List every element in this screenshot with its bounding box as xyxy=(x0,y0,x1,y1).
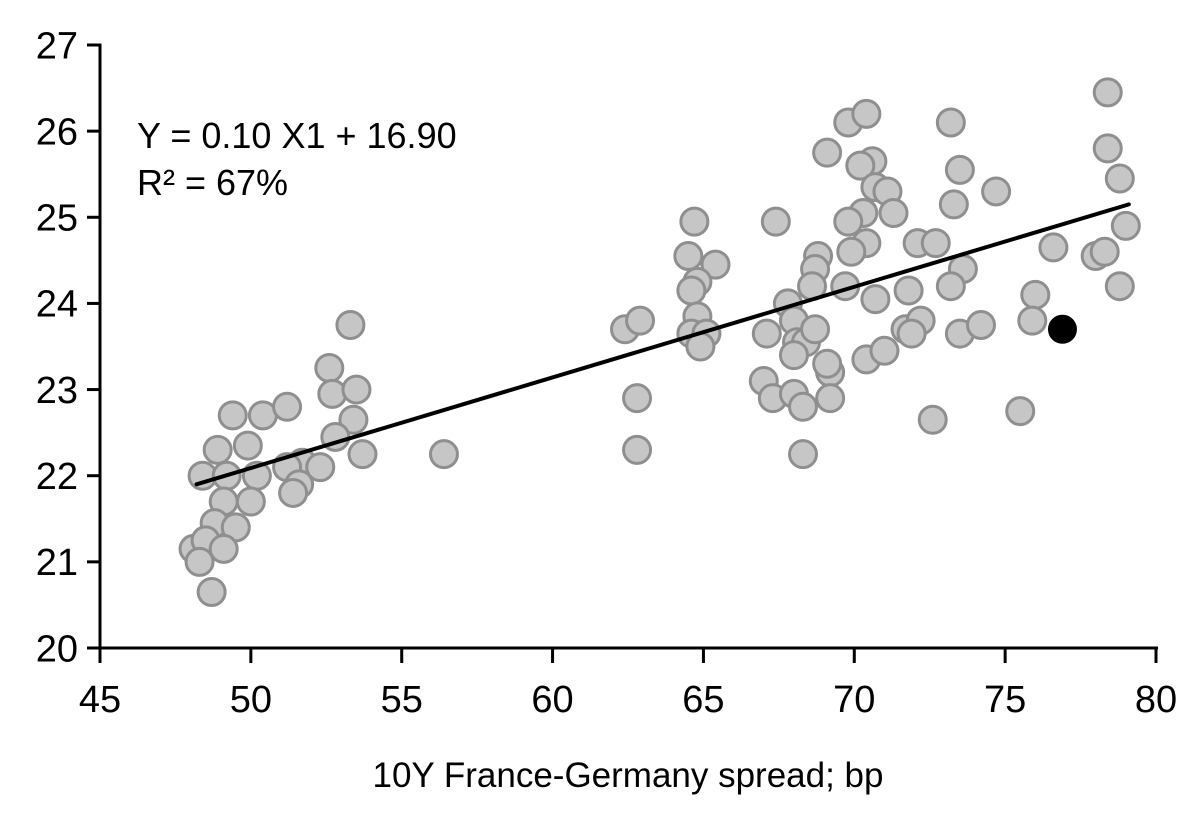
data-point xyxy=(896,318,927,349)
r-squared-label: R² = 67% xyxy=(137,162,289,203)
data-point xyxy=(676,275,707,306)
data-point xyxy=(625,305,656,336)
x-tick-label: 45 xyxy=(79,679,121,721)
data-point xyxy=(935,107,966,138)
data-point xyxy=(278,477,309,508)
data-point xyxy=(938,189,969,220)
data-point xyxy=(622,434,653,465)
data-point xyxy=(878,197,909,228)
x-tick-label: 65 xyxy=(682,679,724,721)
y-tick-label: 20 xyxy=(36,628,78,670)
data-point xyxy=(869,335,900,366)
data-point xyxy=(341,374,372,405)
data-point xyxy=(1104,163,1135,194)
y-tick-label: 24 xyxy=(36,284,78,326)
data-point xyxy=(208,533,239,564)
x-tick-label: 75 xyxy=(984,679,1026,721)
y-tick-label: 26 xyxy=(36,111,78,153)
data-point xyxy=(305,452,336,483)
y-tick-label: 22 xyxy=(36,456,78,498)
data-point xyxy=(1110,210,1141,241)
data-point xyxy=(944,154,975,185)
data-point xyxy=(1038,232,1069,263)
data-point xyxy=(851,98,882,129)
x-tick-label: 55 xyxy=(381,679,423,721)
data-point xyxy=(860,284,891,315)
y-tick-label: 27 xyxy=(36,25,78,67)
x-tick-label: 80 xyxy=(1135,679,1177,721)
data-point xyxy=(1092,77,1123,108)
data-point xyxy=(428,439,459,470)
data-point xyxy=(836,236,867,267)
y-tick-label: 21 xyxy=(36,542,78,584)
data-point xyxy=(966,309,997,340)
data-point xyxy=(812,137,843,168)
y-tick-label: 25 xyxy=(36,198,78,240)
data-point xyxy=(751,318,782,349)
data-point xyxy=(184,546,215,577)
data-point xyxy=(673,241,704,272)
data-point xyxy=(815,383,846,414)
x-axis-title: 10Y France-Germany spread; bp xyxy=(372,756,884,795)
data-point xyxy=(778,340,809,371)
x-tick-label: 60 xyxy=(531,679,573,721)
data-point xyxy=(1089,236,1120,267)
trend-line xyxy=(194,202,1131,487)
data-point xyxy=(981,176,1012,207)
data-point xyxy=(272,391,303,422)
data-point xyxy=(1104,271,1135,302)
x-tick-label: 50 xyxy=(230,679,272,721)
data-point xyxy=(314,353,345,384)
data-point xyxy=(800,314,831,345)
y-tick-label: 23 xyxy=(36,370,78,412)
data-point xyxy=(196,577,227,608)
data-point xyxy=(335,309,366,340)
data-point xyxy=(1017,305,1048,336)
regression-equation: Y = 0.10 X1 + 16.90 xyxy=(137,115,457,156)
latest-data-point xyxy=(1047,314,1077,344)
data-point xyxy=(1020,279,1051,310)
data-point xyxy=(760,206,791,237)
data-point xyxy=(700,249,731,280)
data-point xyxy=(338,404,369,435)
data-point xyxy=(317,378,348,409)
regression-annotation: Y = 0.10 X1 + 16.90 R² = 67% xyxy=(137,112,457,206)
data-point xyxy=(1092,133,1123,164)
data-point xyxy=(217,400,248,431)
data-point xyxy=(622,383,653,414)
data-point xyxy=(920,228,951,259)
data-point xyxy=(787,391,818,422)
data-point xyxy=(1005,396,1036,427)
data-point xyxy=(833,206,864,237)
data-point xyxy=(935,271,966,302)
x-tick-label: 70 xyxy=(833,679,875,721)
data-point xyxy=(845,150,876,181)
data-point xyxy=(347,439,378,470)
data-point xyxy=(202,434,233,465)
data-point xyxy=(812,348,843,379)
data-point xyxy=(232,430,263,461)
data-point xyxy=(679,206,710,237)
data-point xyxy=(235,486,266,517)
data-point xyxy=(787,439,818,470)
data-point xyxy=(917,404,948,435)
data-point xyxy=(893,275,924,306)
